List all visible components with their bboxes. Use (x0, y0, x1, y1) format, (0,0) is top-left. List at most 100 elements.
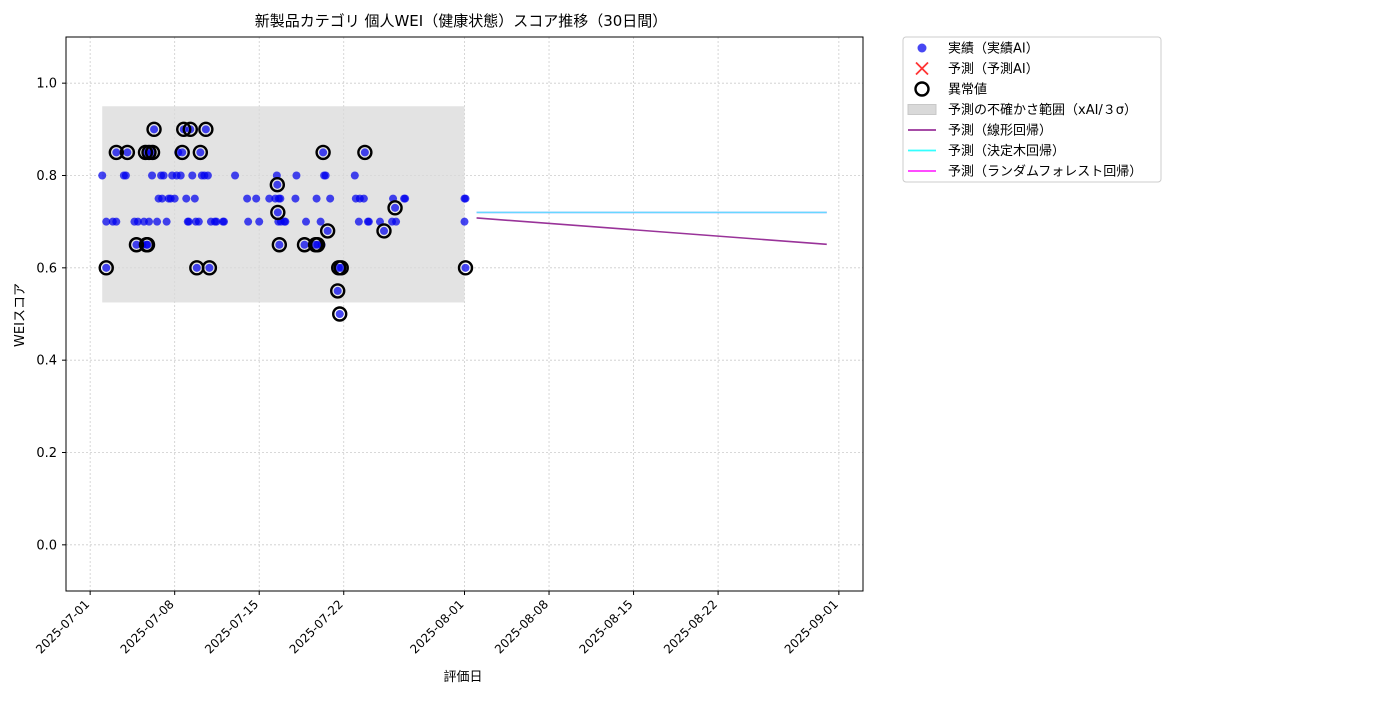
y-tick-label: 0.4 (36, 354, 57, 369)
data-point (194, 217, 203, 226)
x-tick-label: 2025-07-22 (287, 597, 346, 656)
data-point (360, 148, 369, 157)
data-point (132, 240, 141, 249)
anomaly-marker (315, 144, 331, 161)
anomaly-marker (201, 260, 218, 276)
legend-label-predicted: 予測（予測AI） (948, 62, 1039, 77)
anomaly-marker (174, 144, 190, 161)
x-tick-label: 2025-07-01 (33, 597, 92, 656)
data-point (170, 194, 179, 203)
data-point (265, 194, 274, 203)
anomaly-marker (128, 237, 145, 253)
data-point (255, 217, 264, 226)
data-point (205, 263, 214, 272)
data-point (243, 194, 252, 203)
data-point (123, 148, 132, 157)
data-point (326, 194, 335, 203)
y-tick-label: 0.6 (36, 261, 57, 276)
legend-label-actual: 実績（実績AI） (948, 41, 1039, 57)
data-point (321, 171, 330, 180)
legend-label-linear: 予測（線形回帰） (948, 123, 1052, 139)
data-point (312, 194, 321, 203)
legend-label-tree: 予測（決定木回帰） (948, 143, 1065, 159)
anomaly-marker (387, 200, 403, 216)
anomaly-marker (376, 223, 392, 239)
data-point (190, 194, 199, 203)
anomaly-marker (108, 144, 125, 161)
line-linear (476, 217, 827, 246)
y-tick-label: 1.0 (36, 77, 57, 92)
legend-marker-anomaly (914, 81, 930, 97)
data-point (364, 217, 373, 226)
legend-label-band: 予測の不確かさ範囲（xAI/３σ） (948, 102, 1137, 118)
anomaly-marker (309, 237, 326, 253)
uncertainty-band-layer (102, 106, 465, 303)
anomaly-marker (330, 283, 346, 299)
data-point (102, 263, 111, 272)
data-point (98, 171, 107, 180)
legend-x-stroke (915, 61, 929, 76)
anomaly-marker (176, 121, 192, 138)
data-point (319, 148, 328, 157)
data-point (273, 180, 282, 189)
data-point (292, 171, 301, 180)
anomaly-marker (139, 237, 156, 253)
data-point (291, 194, 300, 203)
data-point (337, 263, 346, 272)
data-point (153, 217, 162, 226)
data-point (102, 217, 111, 226)
anomaly-marker (119, 144, 136, 161)
data-point (182, 194, 191, 203)
data-point (302, 217, 311, 226)
data-point (158, 194, 167, 203)
legend-marker-actual (917, 43, 927, 53)
data-point (335, 310, 344, 318)
x-axis-label: 評価日 (443, 670, 482, 685)
anomaly-marker (332, 306, 348, 322)
anomaly-marker (270, 204, 286, 221)
data-point (178, 148, 187, 157)
data-point (176, 171, 185, 180)
y-tick-label: 0.8 (36, 169, 57, 184)
data-point (159, 171, 168, 180)
x-tick-label: 2025-08-15 (576, 597, 635, 656)
legend-box (902, 36, 1162, 183)
data-point (281, 217, 290, 226)
data-point (273, 208, 282, 217)
data-point (196, 148, 205, 157)
data-point (316, 217, 325, 226)
data-point (391, 203, 400, 212)
data-point (112, 148, 121, 157)
data-point (188, 171, 197, 180)
data-point (162, 217, 171, 226)
data-point (300, 240, 309, 249)
legend-label-forest: 予測（ランダムフォレスト回帰） (948, 164, 1142, 180)
data-point (461, 194, 470, 203)
data-point (323, 226, 332, 235)
anomaly-marker (357, 144, 373, 161)
data-point (392, 217, 401, 226)
data-point (244, 217, 253, 226)
data-point (359, 194, 368, 203)
data-point (350, 171, 359, 180)
anomaly-marker (271, 237, 288, 253)
anomaly-marker (457, 260, 474, 276)
data-point (143, 240, 152, 249)
x-tick-label: 2025-08-01 (407, 597, 466, 656)
anomaly-marker (144, 144, 161, 161)
data-point (192, 263, 201, 272)
data-point (112, 217, 121, 226)
x-tick-label: 2025-08-08 (492, 597, 551, 656)
anomaly-marker (182, 121, 198, 138)
anomaly-marker (333, 260, 349, 276)
y-axis-label: WEIスコア (13, 283, 28, 347)
legend-marker-band (907, 104, 937, 115)
data-point (133, 217, 142, 226)
data-point (252, 194, 261, 203)
data-point (276, 194, 285, 203)
data-point (184, 217, 193, 226)
anomaly-marker (269, 177, 286, 193)
